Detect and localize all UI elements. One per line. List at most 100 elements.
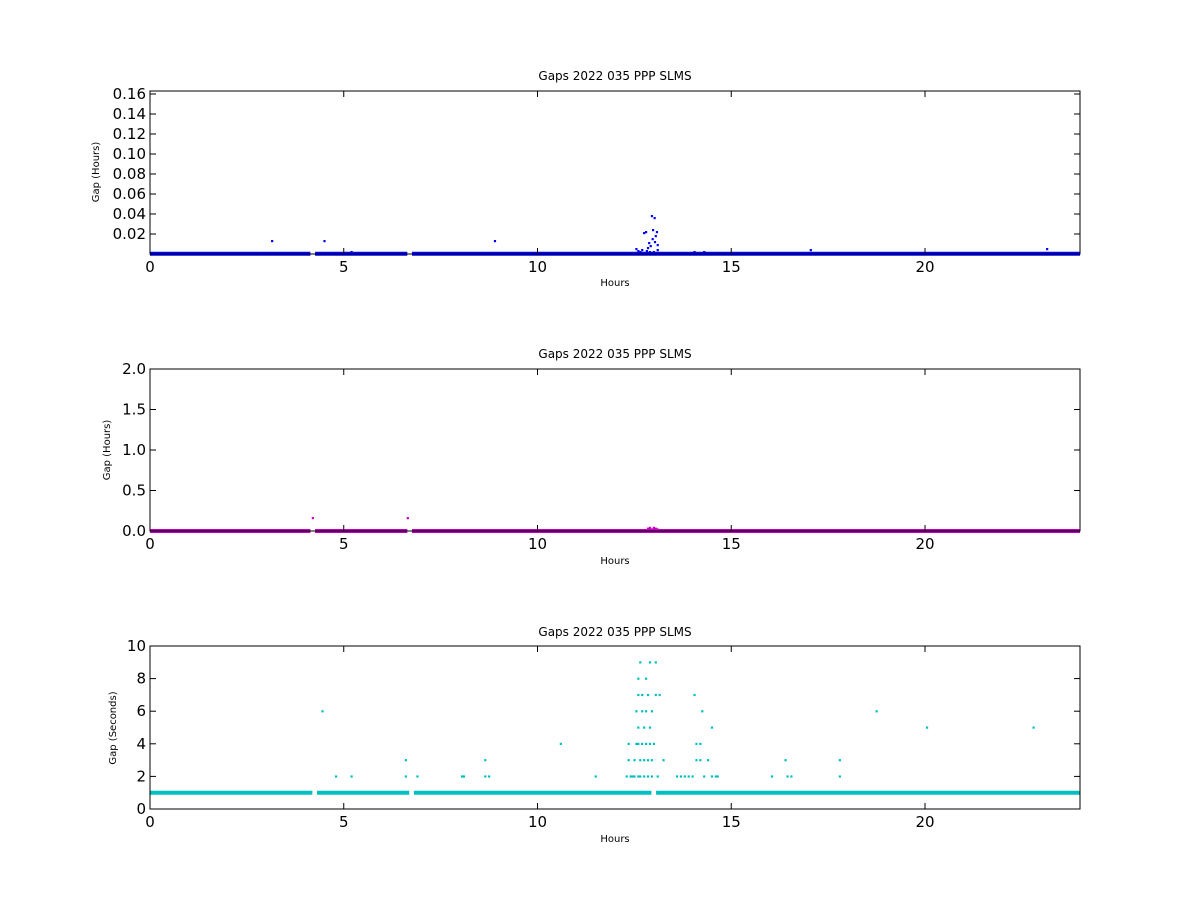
data-point <box>658 693 661 697</box>
x-tick-label: 20 <box>915 535 934 553</box>
plot-frame <box>149 90 1081 255</box>
data-point <box>648 661 652 664</box>
data-point <box>654 527 657 530</box>
x-tick-label: 5 <box>339 535 349 553</box>
data-point <box>416 775 419 778</box>
data-point <box>652 742 655 745</box>
data-point <box>271 240 274 243</box>
data-point <box>838 775 841 778</box>
y-tick-label: 1.5 <box>122 401 146 419</box>
data-point <box>687 775 690 778</box>
data-marks <box>150 215 1080 256</box>
x-axis-label: Hours <box>600 556 629 567</box>
x-tick-label: 0 <box>145 258 155 276</box>
data-point <box>321 710 324 713</box>
data-point <box>627 759 630 762</box>
y-tick-label: 0.10 <box>113 145 146 163</box>
chart-title: Gaps 2022 035 PPP SLMS <box>538 347 691 361</box>
data-point <box>639 661 642 664</box>
chart-title: Gaps 2022 035 PPP SLMS <box>538 69 691 83</box>
data-point <box>699 742 702 745</box>
x-tick-label: 10 <box>528 535 547 553</box>
data-point <box>641 710 644 713</box>
data-point <box>627 742 630 745</box>
data-point <box>710 775 714 778</box>
y-tick-label: 0.06 <box>113 185 146 203</box>
data-point <box>639 775 642 778</box>
data-point <box>701 710 704 713</box>
data-point <box>651 229 655 232</box>
data-point <box>699 759 702 762</box>
gaps-hours-zoomed-out-panel: Gaps 2022 035 PPP SLMS Hours Gap (Hours)… <box>102 347 1081 567</box>
data-point <box>404 775 407 778</box>
data-point <box>335 775 338 778</box>
data-point <box>323 240 326 243</box>
x-tick-label: 15 <box>722 813 741 831</box>
data-point <box>350 775 353 778</box>
data-point <box>625 775 628 778</box>
data-point <box>460 775 464 778</box>
data-point <box>691 775 694 778</box>
data-point <box>645 250 648 253</box>
data-point <box>633 775 636 778</box>
plot-frame <box>149 368 1081 532</box>
data-point <box>653 217 656 220</box>
data-point <box>646 759 650 762</box>
data-point <box>493 240 497 243</box>
data-point <box>645 677 648 680</box>
x-tick-label: 0 <box>145 535 155 553</box>
data-point <box>652 251 655 254</box>
x-tick-label: 15 <box>722 535 741 553</box>
x-tick-label: 10 <box>528 813 547 831</box>
data-point <box>637 775 640 778</box>
data-point <box>656 244 659 247</box>
x-tick-label: 15 <box>722 258 741 276</box>
data-point <box>716 775 719 778</box>
y-tick-label: 4 <box>136 735 146 753</box>
y-tick-label: 0.0 <box>122 522 146 540</box>
data-point <box>648 526 652 529</box>
data-point <box>637 693 640 697</box>
gaps-hours-panel: Gaps 2022 035 PPP SLMS Hours Gap (Hours)… <box>91 69 1081 289</box>
data-point <box>488 775 491 778</box>
data-point <box>645 231 648 234</box>
y-tick-label: 1.0 <box>122 441 146 459</box>
data-point <box>648 726 652 729</box>
data-point <box>655 231 659 234</box>
x-tick-label: 10 <box>528 258 547 276</box>
data-point <box>641 693 644 697</box>
data-point <box>695 742 698 745</box>
data-point <box>559 742 562 745</box>
data-point <box>646 693 650 697</box>
data-point <box>703 251 706 254</box>
data-point <box>676 775 679 778</box>
data-point <box>1046 248 1049 251</box>
data-point <box>1032 726 1035 729</box>
gaps-seconds-panel: Gaps 2022 035 PPP SLMS Hours Gap (Second… <box>108 625 1081 845</box>
y-tick-label: 0.16 <box>113 85 146 103</box>
data-point <box>641 249 644 252</box>
data-point <box>648 742 652 745</box>
data-point <box>484 759 487 762</box>
data-point <box>650 710 654 713</box>
data-point <box>714 775 717 778</box>
data-point <box>656 249 659 252</box>
data-point <box>786 775 789 778</box>
x-tick-label: 20 <box>915 813 934 831</box>
data-point <box>650 759 654 762</box>
data-point <box>770 775 774 778</box>
data-point <box>707 759 710 762</box>
data-point <box>662 759 665 762</box>
data-point <box>679 775 683 778</box>
data-point <box>637 726 640 729</box>
y-tick-label: 0 <box>136 800 146 818</box>
data-point <box>637 742 640 745</box>
data-point <box>643 726 646 729</box>
data-point <box>635 710 638 713</box>
data-point <box>654 693 657 697</box>
y-tick-label: 6 <box>136 702 146 720</box>
data-point <box>646 527 650 530</box>
data-point <box>643 232 646 235</box>
y-axis-label: Gap (Seconds) <box>108 691 119 764</box>
data-point <box>809 249 812 252</box>
